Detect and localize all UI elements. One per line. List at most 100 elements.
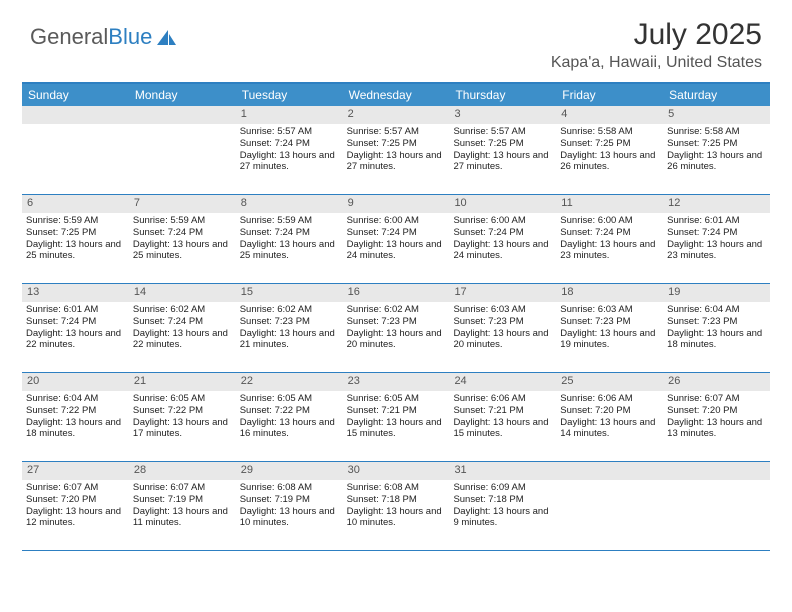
day-cell: 27Sunrise: 6:07 AMSunset: 7:20 PMDayligh… [22, 462, 129, 550]
daylight-text: Daylight: 13 hours and 11 minutes. [133, 506, 232, 530]
day-info: Sunrise: 6:05 AMSunset: 7:22 PMDaylight:… [129, 391, 236, 445]
day-number: 10 [449, 195, 556, 213]
day-number [556, 462, 663, 480]
sunrise-text: Sunrise: 6:03 AM [453, 304, 552, 316]
day-info: Sunrise: 6:00 AMSunset: 7:24 PMDaylight:… [449, 213, 556, 267]
day-info: Sunrise: 6:03 AMSunset: 7:23 PMDaylight:… [449, 302, 556, 356]
day-cell: 20Sunrise: 6:04 AMSunset: 7:22 PMDayligh… [22, 373, 129, 461]
sunset-text: Sunset: 7:20 PM [667, 405, 766, 417]
sunrise-text: Sunrise: 6:00 AM [347, 215, 446, 227]
sunrise-text: Sunrise: 5:58 AM [560, 126, 659, 138]
month-title: July 2025 [551, 18, 762, 52]
day-info: Sunrise: 5:59 AMSunset: 7:25 PMDaylight:… [22, 213, 129, 267]
sunrise-text: Sunrise: 6:06 AM [560, 393, 659, 405]
day-info: Sunrise: 6:04 AMSunset: 7:23 PMDaylight:… [663, 302, 770, 356]
daylight-text: Daylight: 13 hours and 22 minutes. [133, 328, 232, 352]
sunrise-text: Sunrise: 6:00 AM [560, 215, 659, 227]
sunset-text: Sunset: 7:22 PM [26, 405, 125, 417]
day-number: 26 [663, 373, 770, 391]
day-number: 25 [556, 373, 663, 391]
day-info: Sunrise: 6:06 AMSunset: 7:21 PMDaylight:… [449, 391, 556, 445]
daylight-text: Daylight: 13 hours and 18 minutes. [667, 328, 766, 352]
day-cell: 3Sunrise: 5:57 AMSunset: 7:25 PMDaylight… [449, 106, 556, 194]
sunrise-text: Sunrise: 6:02 AM [133, 304, 232, 316]
day-info: Sunrise: 6:07 AMSunset: 7:20 PMDaylight:… [663, 391, 770, 445]
sunrise-text: Sunrise: 5:59 AM [26, 215, 125, 227]
sunset-text: Sunset: 7:23 PM [560, 316, 659, 328]
day-number: 21 [129, 373, 236, 391]
day-cell: 5Sunrise: 5:58 AMSunset: 7:25 PMDaylight… [663, 106, 770, 194]
day-number: 19 [663, 284, 770, 302]
sunrise-text: Sunrise: 6:01 AM [667, 215, 766, 227]
day-number: 22 [236, 373, 343, 391]
daylight-text: Daylight: 13 hours and 27 minutes. [453, 150, 552, 174]
day-info: Sunrise: 6:08 AMSunset: 7:18 PMDaylight:… [343, 480, 450, 534]
calendar: SundayMondayTuesdayWednesdayThursdayFrid… [22, 82, 770, 551]
day-cell [663, 462, 770, 550]
daylight-text: Daylight: 13 hours and 13 minutes. [667, 417, 766, 441]
day-info: Sunrise: 5:59 AMSunset: 7:24 PMDaylight:… [236, 213, 343, 267]
sunset-text: Sunset: 7:23 PM [347, 316, 446, 328]
sunset-text: Sunset: 7:22 PM [240, 405, 339, 417]
daylight-text: Daylight: 13 hours and 9 minutes. [453, 506, 552, 530]
sunset-text: Sunset: 7:23 PM [453, 316, 552, 328]
day-cell: 21Sunrise: 6:05 AMSunset: 7:22 PMDayligh… [129, 373, 236, 461]
daylight-text: Daylight: 13 hours and 15 minutes. [347, 417, 446, 441]
day-info: Sunrise: 5:57 AMSunset: 7:25 PMDaylight:… [449, 124, 556, 178]
sunrise-text: Sunrise: 6:05 AM [133, 393, 232, 405]
day-info: Sunrise: 5:58 AMSunset: 7:25 PMDaylight:… [556, 124, 663, 178]
day-cell: 29Sunrise: 6:08 AMSunset: 7:19 PMDayligh… [236, 462, 343, 550]
week-row: 6Sunrise: 5:59 AMSunset: 7:25 PMDaylight… [22, 195, 770, 284]
day-number: 3 [449, 106, 556, 124]
sunset-text: Sunset: 7:19 PM [240, 494, 339, 506]
day-info: Sunrise: 6:02 AMSunset: 7:24 PMDaylight:… [129, 302, 236, 356]
daylight-text: Daylight: 13 hours and 26 minutes. [560, 150, 659, 174]
sunrise-text: Sunrise: 6:07 AM [667, 393, 766, 405]
daylight-text: Daylight: 13 hours and 10 minutes. [240, 506, 339, 530]
sunrise-text: Sunrise: 6:08 AM [347, 482, 446, 494]
day-cell: 4Sunrise: 5:58 AMSunset: 7:25 PMDaylight… [556, 106, 663, 194]
sunrise-text: Sunrise: 6:02 AM [347, 304, 446, 316]
sunrise-text: Sunrise: 6:05 AM [347, 393, 446, 405]
day-number: 1 [236, 106, 343, 124]
day-cell: 16Sunrise: 6:02 AMSunset: 7:23 PMDayligh… [343, 284, 450, 372]
sunset-text: Sunset: 7:25 PM [560, 138, 659, 150]
day-header-cell: Monday [129, 84, 236, 106]
daylight-text: Daylight: 13 hours and 23 minutes. [667, 239, 766, 263]
day-cell: 31Sunrise: 6:09 AMSunset: 7:18 PMDayligh… [449, 462, 556, 550]
sunrise-text: Sunrise: 6:02 AM [240, 304, 339, 316]
day-number: 18 [556, 284, 663, 302]
sunrise-text: Sunrise: 6:07 AM [26, 482, 125, 494]
daylight-text: Daylight: 13 hours and 21 minutes. [240, 328, 339, 352]
day-info: Sunrise: 5:57 AMSunset: 7:25 PMDaylight:… [343, 124, 450, 178]
sunset-text: Sunset: 7:25 PM [453, 138, 552, 150]
day-cell: 18Sunrise: 6:03 AMSunset: 7:23 PMDayligh… [556, 284, 663, 372]
daylight-text: Daylight: 13 hours and 27 minutes. [240, 150, 339, 174]
weeks-container: 1Sunrise: 5:57 AMSunset: 7:24 PMDaylight… [22, 106, 770, 551]
day-info: Sunrise: 5:57 AMSunset: 7:24 PMDaylight:… [236, 124, 343, 178]
day-cell [22, 106, 129, 194]
sunset-text: Sunset: 7:25 PM [26, 227, 125, 239]
sunset-text: Sunset: 7:24 PM [26, 316, 125, 328]
sunset-text: Sunset: 7:24 PM [347, 227, 446, 239]
day-header-cell: Wednesday [343, 84, 450, 106]
sunset-text: Sunset: 7:18 PM [453, 494, 552, 506]
day-number: 4 [556, 106, 663, 124]
day-info: Sunrise: 6:00 AMSunset: 7:24 PMDaylight:… [343, 213, 450, 267]
sunrise-text: Sunrise: 6:03 AM [560, 304, 659, 316]
day-cell [556, 462, 663, 550]
sunrise-text: Sunrise: 6:04 AM [26, 393, 125, 405]
day-cell: 2Sunrise: 5:57 AMSunset: 7:25 PMDaylight… [343, 106, 450, 194]
daylight-text: Daylight: 13 hours and 17 minutes. [133, 417, 232, 441]
day-number: 23 [343, 373, 450, 391]
day-header-cell: Sunday [22, 84, 129, 106]
day-info: Sunrise: 6:02 AMSunset: 7:23 PMDaylight:… [343, 302, 450, 356]
daylight-text: Daylight: 13 hours and 18 minutes. [26, 417, 125, 441]
week-row: 20Sunrise: 6:04 AMSunset: 7:22 PMDayligh… [22, 373, 770, 462]
day-info: Sunrise: 6:09 AMSunset: 7:18 PMDaylight:… [449, 480, 556, 534]
sunset-text: Sunset: 7:20 PM [560, 405, 659, 417]
day-info: Sunrise: 6:02 AMSunset: 7:23 PMDaylight:… [236, 302, 343, 356]
day-info: Sunrise: 6:08 AMSunset: 7:19 PMDaylight:… [236, 480, 343, 534]
day-info: Sunrise: 6:05 AMSunset: 7:22 PMDaylight:… [236, 391, 343, 445]
day-cell: 12Sunrise: 6:01 AMSunset: 7:24 PMDayligh… [663, 195, 770, 283]
